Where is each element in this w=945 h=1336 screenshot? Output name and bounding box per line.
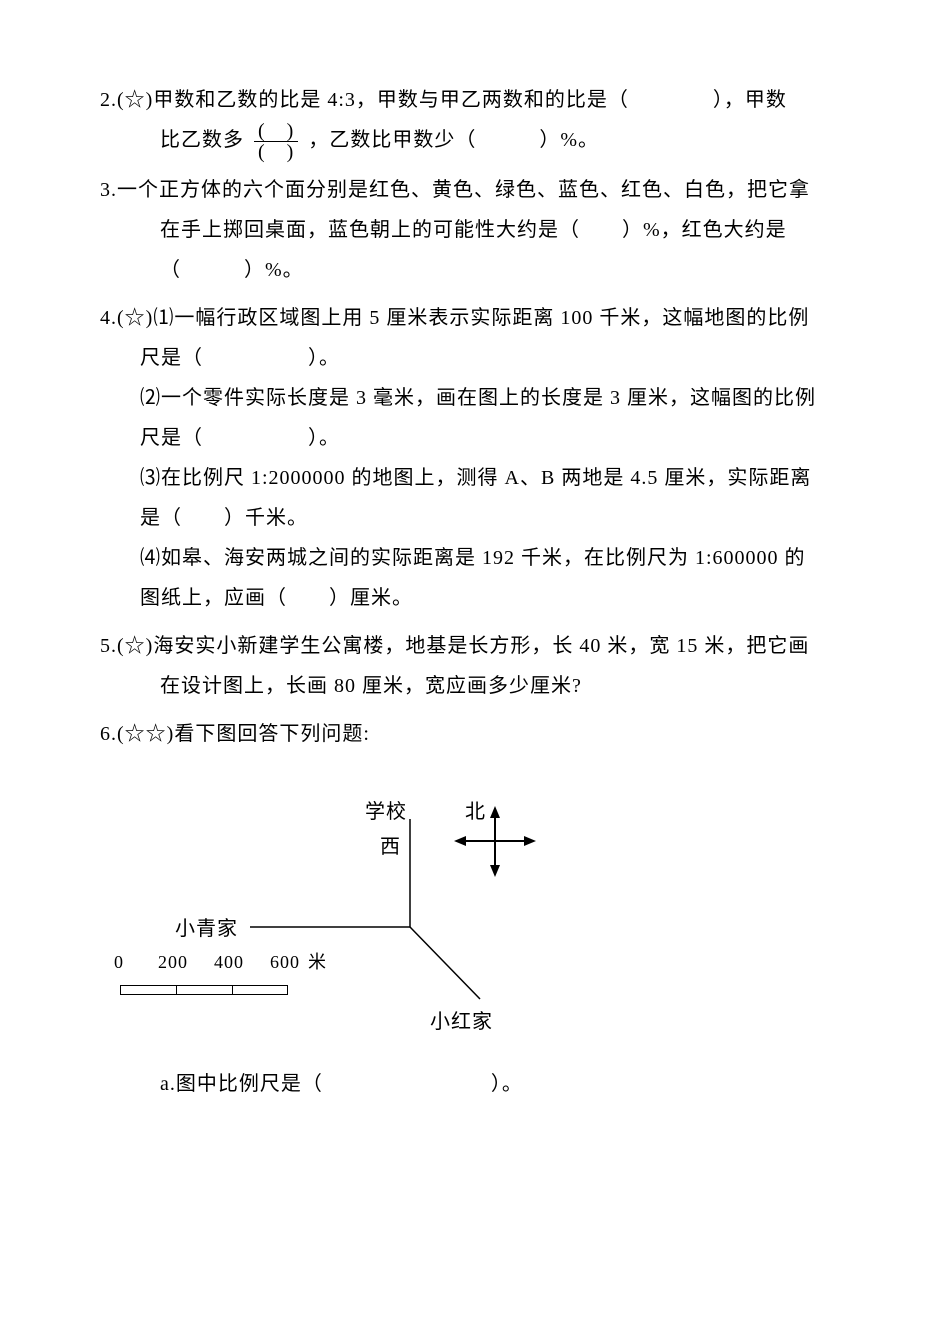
scale-tick-3: 600	[270, 944, 300, 980]
compass-icon	[454, 806, 536, 877]
q4-p4-line1: ⑷如皋、海安两城之间的实际距离是 192 千米，在比例尺为 1:600000 的	[100, 538, 845, 578]
xiaohong-road	[410, 927, 480, 999]
q3-line1: 3.一个正方体的六个面分别是红色、黄色、绿色、蓝色、红色、白色，把它拿	[100, 170, 845, 210]
q2-fraction: ( ) ( )	[254, 121, 298, 162]
question-4: 4.(☆)⑴一幅行政区域图上用 5 厘米表示实际距离 100 千米，这幅地图的比…	[100, 298, 845, 618]
q4-p4-line2: 图纸上，应画（ ）厘米。	[100, 578, 845, 618]
exam-page: 2.(☆)甲数和乙数的比是 4:3，甲数与甲乙两数和的比是（ ），甲数 比乙数多…	[0, 0, 945, 1152]
q2-line2-pre: 比乙数多	[160, 129, 244, 151]
scale-seg-2	[232, 985, 288, 995]
question-6: 6.(☆☆)看下图回答下列问题: 学校 北 西 小青家 小红家	[100, 714, 845, 1104]
scale-seg-1	[176, 985, 232, 995]
q2-line2: 比乙数多 ( ) ( ) ，乙数比甲数少（ ）%。	[100, 120, 845, 162]
scale-tick-2: 400	[214, 944, 244, 980]
scale-tick-1: 200	[158, 944, 188, 980]
q4-p1-line2: 尺是（ ）。	[100, 338, 845, 378]
question-2: 2.(☆)甲数和乙数的比是 4:3，甲数与甲乙两数和的比是（ ），甲数 比乙数多…	[100, 80, 845, 162]
q6-sub-a: a.图中比例尺是（ ）。	[100, 1064, 845, 1104]
q2-frac-numerator: ( )	[254, 121, 298, 142]
q2-line2-post: ，乙数比甲数少（ ）%。	[308, 129, 599, 151]
q5-line2: 在设计图上，长画 80 厘米，宽应画多少厘米?	[100, 666, 845, 706]
q2-line1: 2.(☆)甲数和乙数的比是 4:3，甲数与甲乙两数和的比是（ ），甲数	[100, 80, 845, 120]
q4-p2-line1: ⑵一个零件实际长度是 3 毫米，画在图上的长度是 3 厘米，这幅图的比例	[100, 378, 845, 418]
q4-p1-line1: 4.(☆)⑴一幅行政区域图上用 5 厘米表示实际距离 100 千米，这幅地图的比…	[100, 298, 845, 338]
q5-line1: 5.(☆)海安实小新建学生公寓楼，地基是长方形，长 40 米，宽 15 米，把它…	[100, 626, 845, 666]
q4-p3-line1: ⑶在比例尺 1:2000000 的地图上，测得 A、B 两地是 4.5 厘米，实…	[100, 458, 845, 498]
scale-bar	[120, 969, 288, 1009]
q4-p2-line2: 尺是（ ）。	[100, 418, 845, 458]
scale-seg-0	[120, 985, 176, 995]
q6-diagram: 学校 北 西 小青家 小红家	[100, 764, 800, 1044]
q6-line1: 6.(☆☆)看下图回答下列问题:	[100, 714, 845, 754]
question-3: 3.一个正方体的六个面分别是红色、黄色、绿色、蓝色、红色、白色，把它拿 在手上掷…	[100, 170, 845, 290]
q2-frac-denominator: ( )	[254, 142, 298, 162]
q4-p3-line2: 是（ ）千米。	[100, 498, 845, 538]
scale-unit: 米	[308, 944, 327, 980]
question-5: 5.(☆)海安实小新建学生公寓楼，地基是长方形，长 40 米，宽 15 米，把它…	[100, 626, 845, 706]
scale-tick-0: 0	[114, 944, 124, 980]
q3-line2: 在手上掷回桌面，蓝色朝上的可能性大约是（ ）%，红色大约是（ ）%。	[100, 210, 845, 290]
